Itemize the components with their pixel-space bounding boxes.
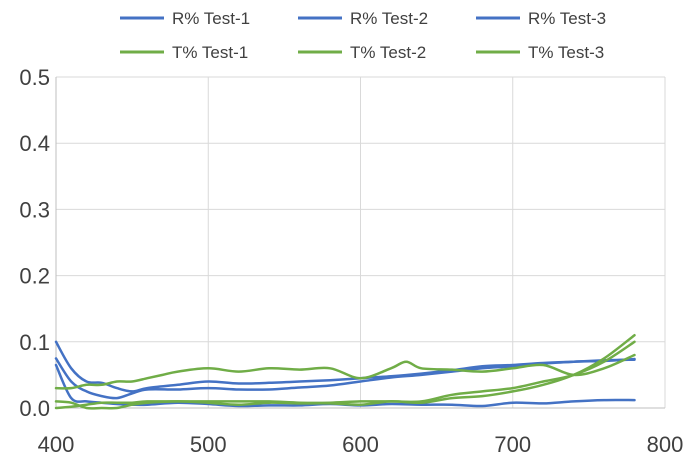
- y-tick-label: 0.0: [19, 396, 50, 421]
- y-tick-label: 0.5: [19, 65, 50, 90]
- x-tick-label: 700: [494, 432, 531, 457]
- series-line-3: [54, 363, 636, 408]
- tick-labels: 0.0 0.1 0.2 0.3 0.4 0.5 400 500 600 700 800: [19, 65, 683, 457]
- series-line-5: [54, 333, 636, 410]
- legend-label: R% Test-3: [528, 9, 606, 28]
- legend-label: T% Test-3: [528, 43, 604, 62]
- legend: R% Test-1 R% Test-2 R% Test-3 T% Test-1 T% T…: [120, 9, 606, 62]
- x-tick-label: 800: [647, 432, 684, 457]
- gridlines: [56, 76, 666, 408]
- x-tick-label: 500: [190, 432, 227, 457]
- y-tick-label: 0.4: [19, 131, 50, 156]
- series-lines: [54, 333, 636, 410]
- y-tick-label: 0.2: [19, 264, 50, 289]
- legend-label: T% Test-1: [172, 43, 248, 62]
- series-line-6: [54, 340, 636, 410]
- legend-label: R% Test-1: [172, 9, 250, 28]
- legend-label: R% Test-2: [350, 9, 428, 28]
- legend-label: T% Test-2: [350, 43, 426, 62]
- y-tick-label: 0.3: [19, 197, 50, 222]
- series-line-2: [54, 357, 636, 400]
- y-tick-label: 0.1: [19, 330, 50, 355]
- x-tick-label: 600: [342, 432, 379, 457]
- axes: [55, 77, 665, 409]
- x-tick-label: 400: [38, 432, 75, 457]
- series-line-4: [54, 353, 636, 390]
